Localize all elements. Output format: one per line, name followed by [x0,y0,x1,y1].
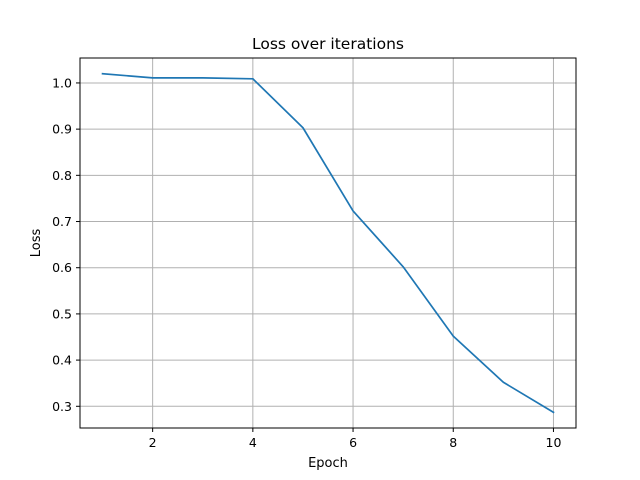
y-axis-label: Loss [29,229,44,258]
series-group [101,72,555,414]
grid-lines [80,58,576,428]
plot-area-background [80,58,576,428]
loss-line [101,72,555,414]
x-tick-label: 4 [249,435,257,450]
chart-title: Loss over iterations [252,35,404,53]
x-axis-label: Epoch [308,456,348,471]
y-tick-label: 0.4 [52,353,72,368]
x-axis-ticks: 2 4 6 8 10 [149,428,562,450]
y-tick-label: 0.9 [52,122,72,137]
plot-area-frame [79,57,577,429]
y-tick-label: 0.8 [52,168,72,183]
y-tick-label: 0.3 [52,399,72,414]
x-tick-label: 6 [349,435,357,450]
y-axis-ticks: 0.3 0.4 0.5 0.6 0.7 0.8 0.9 1.0 [52,75,80,414]
x-tick-label: 8 [449,435,457,450]
y-tick-label: 0.5 [52,306,72,321]
y-tick-label: 0.7 [52,214,72,229]
y-tick-label: 1.0 [52,75,72,90]
y-tick-label: 0.6 [52,260,72,275]
x-tick-label: 2 [149,435,157,450]
x-tick-label: 10 [546,435,562,450]
